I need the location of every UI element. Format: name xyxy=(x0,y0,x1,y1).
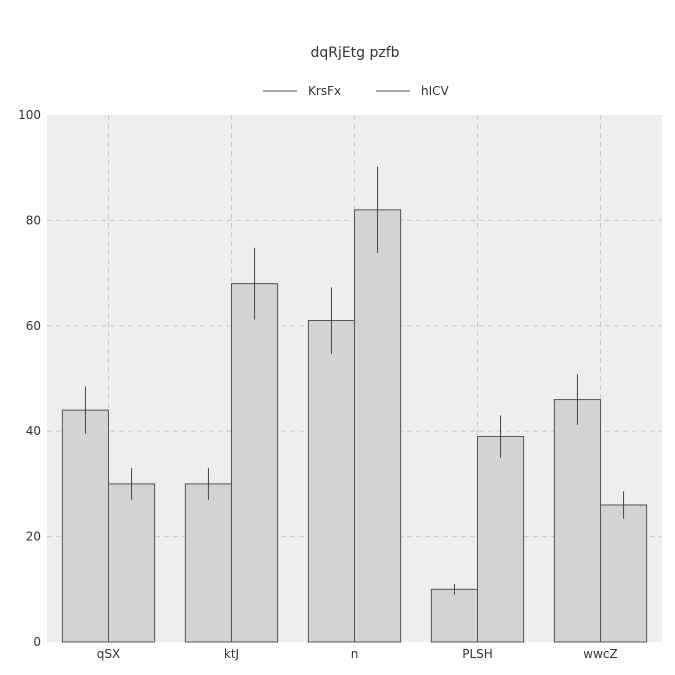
y-tick-label-0: 0 xyxy=(33,635,41,649)
y-tick-label-5: 100 xyxy=(18,108,41,122)
legend-label-series-2: hICV xyxy=(421,84,450,98)
bar-hICV-qSX xyxy=(109,484,155,642)
y-tick-label-4: 80 xyxy=(26,213,41,227)
x-tick-label-4: wwcZ xyxy=(583,647,617,661)
x-tick-label-2: n xyxy=(351,647,359,661)
y-tick-label-1: 20 xyxy=(26,530,41,544)
y-axis: 0 20 40 60 80 100 xyxy=(18,108,41,649)
bar-hICV-n xyxy=(355,210,401,642)
y-tick-label-3: 60 xyxy=(26,319,41,333)
legend-label-series-1: KrsFx xyxy=(308,84,341,98)
bar-hICV-wwcZ xyxy=(601,505,647,642)
x-tick-label-1: ktJ xyxy=(224,647,239,661)
x-tick-label-3: PLSH xyxy=(462,647,493,661)
x-tick-label-0: qSX xyxy=(97,647,120,661)
y-tick-label-2: 40 xyxy=(26,424,41,438)
x-axis: qSX ktJ n PLSH wwcZ xyxy=(97,647,618,661)
bar-KrsFx-n xyxy=(308,321,354,642)
chart-title: dqRjEtg pzfb xyxy=(310,45,399,61)
bar-KrsFx-ktJ xyxy=(185,484,231,642)
bar-KrsFx-qSX xyxy=(62,410,108,642)
bar-hICV-PLSH xyxy=(478,436,524,642)
bar-KrsFx-wwcZ xyxy=(554,400,600,642)
bar-hICV-ktJ xyxy=(232,284,278,642)
legend: KrsFx hICV xyxy=(263,84,450,98)
bar-KrsFx-PLSH xyxy=(431,589,477,642)
